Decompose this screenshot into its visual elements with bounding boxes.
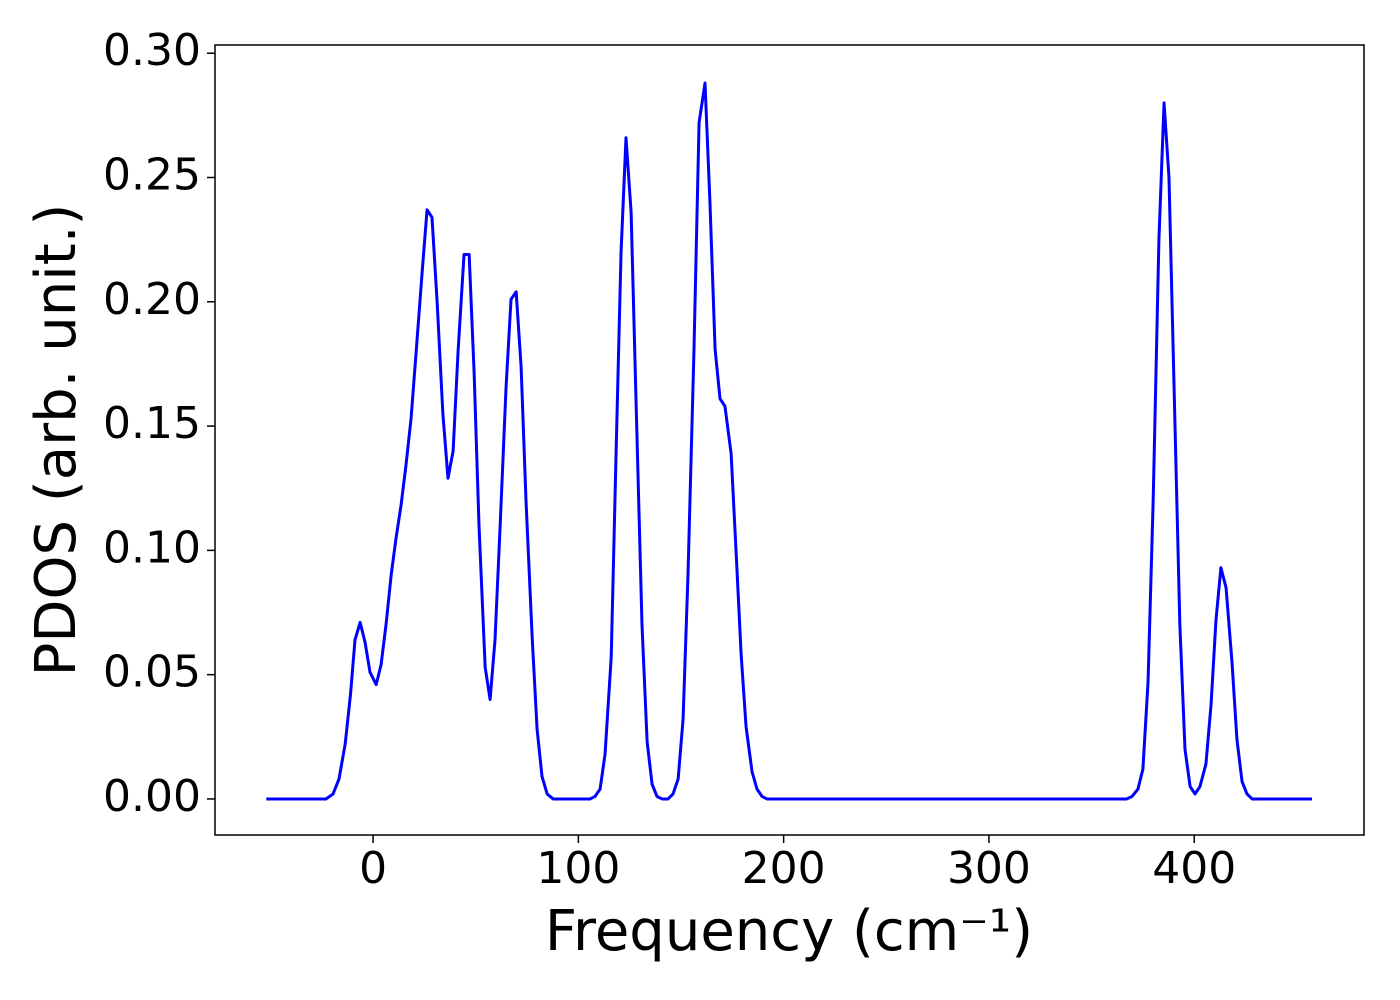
y-tick-label: 0.30 [103, 25, 201, 76]
x-axis-label: Frequency (cm⁻¹) [545, 899, 1033, 964]
x-tick-label: 0 [359, 843, 387, 894]
y-tick-label: 0.15 [103, 398, 201, 449]
data-line [266, 81, 1313, 801]
y-tick-label: 0.05 [103, 647, 201, 698]
y-tick-label: 0.25 [103, 149, 201, 200]
y-axis-label: PDOS (arb. unit.) [24, 204, 89, 677]
plot-frame [214, 44, 1365, 836]
x-tick-label: 100 [536, 843, 620, 894]
x-tick-label: 200 [742, 843, 826, 894]
y-tick-label: 0.00 [103, 771, 201, 822]
x-tick-label: 400 [1152, 843, 1236, 894]
y-tick-label: 0.10 [103, 522, 201, 573]
x-tick-label: 300 [947, 843, 1031, 894]
y-tick-label: 0.20 [103, 274, 201, 325]
